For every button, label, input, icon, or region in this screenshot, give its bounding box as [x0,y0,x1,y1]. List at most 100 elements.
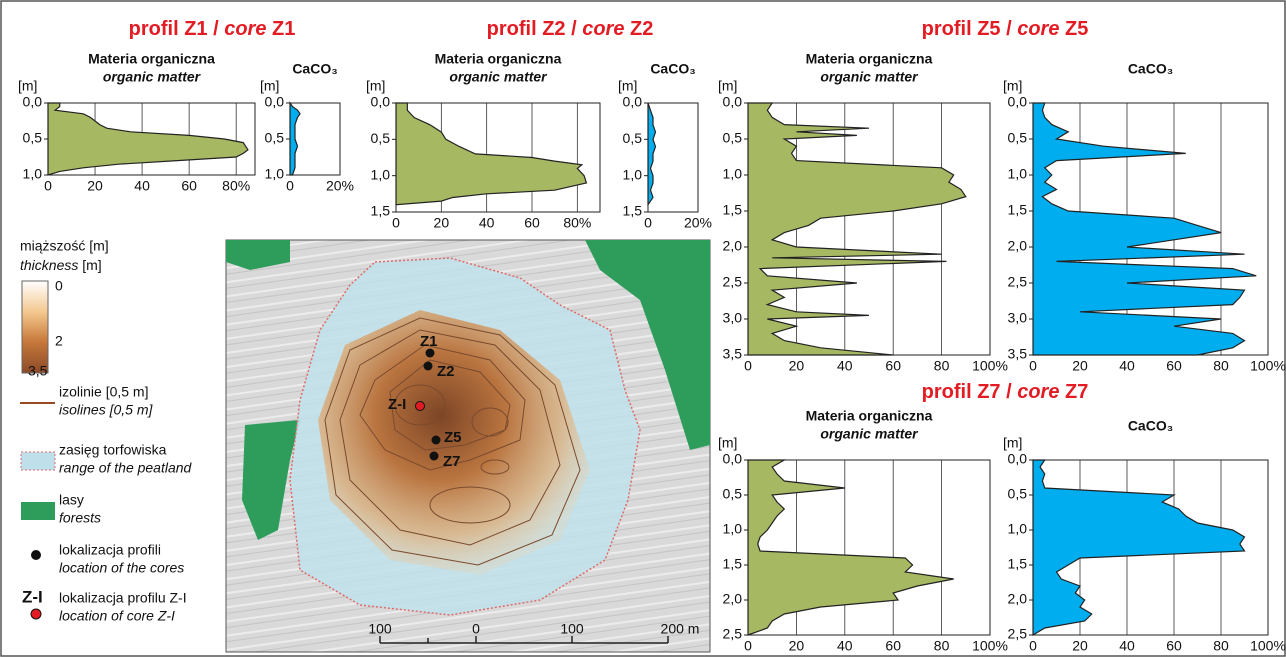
map-label: Z2 [437,363,455,380]
x-tick-label: 80 [1213,638,1229,654]
y-tick-label: 1,0 [1008,521,1028,537]
x-tick-label: 100% [1250,638,1286,654]
subtitle: Materia organiczna [88,51,215,67]
x-tick-label: 40 [479,215,495,231]
chart-title-part: profil Z2 / [487,18,577,40]
x-tick-label: 60 [181,178,197,194]
x-tick-label: 20 [1072,358,1088,374]
legend-text: lokalizacja profilu Z-I [59,590,187,606]
y-tick-label: 1,5 [723,202,743,218]
core-point [430,452,439,461]
x-tick-label: 40 [837,358,853,374]
y-tick-label: 0,0 [371,94,391,110]
map-label: Z7 [443,453,461,470]
scale-label: 100 [368,621,392,637]
map-label: Z1 [420,333,438,350]
subtitle: organic matter [820,426,919,442]
profile-area [48,103,248,175]
y-tick-label: 0,5 [265,130,285,146]
x-tick-label: 100% [1250,358,1286,374]
subtitle: Materia organiczna [435,51,562,67]
x-tick-label: 20% [684,215,712,231]
x-tick-label: 80 [934,638,950,654]
chart-title: profil Z5 / core Z5 [922,18,1089,40]
colorbar [22,281,48,373]
x-tick-label: 0 [1029,358,1037,374]
legend-text: thickness [20,257,78,273]
core-point [424,362,433,371]
y-tick-label: 2,0 [723,591,743,607]
y-tick-label: 0,0 [723,94,743,110]
chart-title-part: Z2 [630,18,653,40]
legend-text: thickness [m] [20,257,102,273]
y-tick-label: 0,5 [723,130,743,146]
y-axis-label: [m] [1003,435,1022,451]
x-tick-label: 0 [644,215,652,231]
y-tick-label: 0,0 [23,94,43,110]
chart-title: profil Z7 / core Z7 [922,381,1089,403]
x-tick-label: 0 [744,638,752,654]
subtitle: CaCO₃ [292,61,337,77]
profile-area [748,103,966,355]
y-tick-label: 2,5 [723,626,743,642]
x-tick-label: 40 [134,178,150,194]
y-tick-label: 1,0 [1008,166,1028,182]
legend-text: location of the cores [59,560,184,576]
y-tick-label: 1,0 [371,166,391,182]
scale-label: 200 m [661,621,700,637]
colorbar-label: 3,5 [28,363,48,379]
profile-area [1033,460,1245,635]
legend-text: Z-I [22,587,43,606]
y-axis-label: [m] [618,78,637,94]
y-tick-label: 1,0 [623,166,643,182]
y-tick-label: 2,5 [1008,626,1028,642]
x-tick-label: 80 [934,358,950,374]
legend-text: izolinie [0,5 m] [59,384,148,400]
y-tick-label: 2,0 [723,238,743,254]
y-tick-label: 1,0 [23,166,43,182]
forest-symbol [21,502,55,520]
map-label: Z5 [444,429,462,446]
chart-title-part: Z1 [272,18,295,40]
profile-area [648,103,656,205]
core-zi-point [416,402,425,411]
map-label: Z-I [388,396,406,413]
x-tick-label: 40 [1119,638,1135,654]
legend-text: forests [59,510,101,526]
legend-text: lasy [59,492,84,508]
subtitle: organic matter [103,69,202,85]
y-tick-label: 2,5 [723,274,743,290]
y-tick-label: 0,5 [1008,130,1028,146]
profile-area [748,460,954,635]
subtitle: CaCO₃ [650,61,695,77]
chart-title: profil Z2 / core Z2 [487,18,654,40]
y-tick-label: 1,5 [723,556,743,572]
y-tick-label: 0,5 [623,130,643,146]
legend-text: isolines [0,5 m] [59,402,153,418]
x-tick-label: 100% [972,358,1008,374]
y-tick-label: 1,5 [1008,202,1028,218]
y-tick-label: 1,5 [623,203,643,219]
y-tick-label: 0,0 [265,94,285,110]
legend-text: zasięg torfowiska [59,442,167,458]
x-tick-label: 20 [434,215,450,231]
chart-title-part: profil Z5 / [922,18,1012,40]
y-tick-label: 1,0 [265,166,285,182]
profile-area [396,103,586,205]
subtitle: CaCO₃ [1128,61,1173,77]
x-tick-label: 60 [524,215,540,231]
y-tick-label: 0,5 [723,486,743,502]
y-tick-label: 3,5 [1008,346,1028,362]
y-axis-label: [m] [18,78,37,94]
chart-title-part: core [1017,18,1059,40]
chart-title-part: core [1017,381,1059,403]
y-tick-label: 0,5 [23,130,43,146]
x-tick-label: 0 [392,215,400,231]
y-axis-label: [m] [260,78,279,94]
subtitle: organic matter [820,69,919,85]
figure: miąższość [m] thickness [m] 0 2 3,5 izol… [0,0,1286,657]
